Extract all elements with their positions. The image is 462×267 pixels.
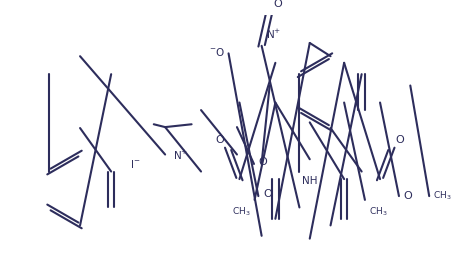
Text: $^{-}$O: $^{-}$O: [209, 46, 225, 58]
Text: O: O: [216, 135, 225, 145]
Text: O: O: [259, 157, 267, 167]
Text: O: O: [273, 0, 282, 9]
Text: N$^{+}$: N$^{+}$: [267, 28, 281, 41]
Text: N$^{+}$: N$^{+}$: [173, 149, 188, 162]
Text: O: O: [395, 135, 404, 145]
Text: CH$_3$: CH$_3$: [369, 206, 387, 218]
Text: CH$_3$: CH$_3$: [433, 190, 452, 202]
Text: O: O: [263, 189, 272, 199]
Text: I$^{-}$: I$^{-}$: [130, 158, 140, 170]
Text: CH$_3$: CH$_3$: [232, 206, 251, 218]
Text: O: O: [404, 191, 413, 201]
Text: NH: NH: [302, 176, 317, 186]
